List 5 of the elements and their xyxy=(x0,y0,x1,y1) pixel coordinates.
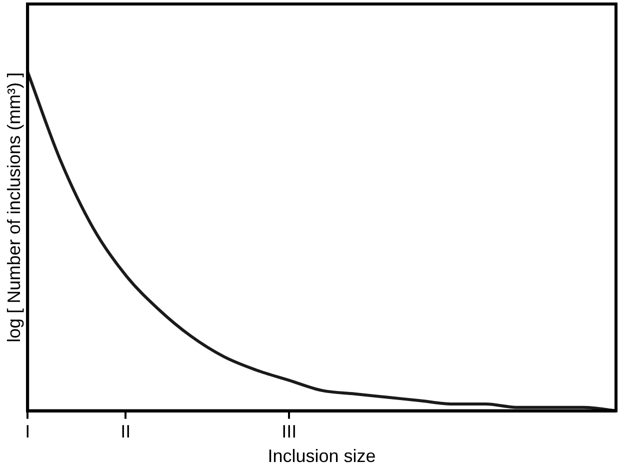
x-axis-title: Inclusion size xyxy=(268,446,376,466)
x-tick-label: III xyxy=(282,422,297,442)
x-tick-label: I xyxy=(25,422,30,442)
y-axis-title: log [ Number of inclusions (mm³) ] xyxy=(4,72,24,342)
x-tick-label: II xyxy=(120,422,131,442)
